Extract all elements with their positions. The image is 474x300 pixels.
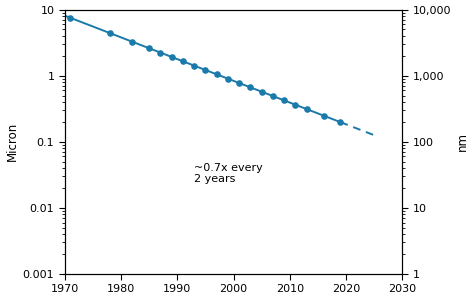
Point [337,120,344,124]
Point [303,107,310,112]
Point [269,94,277,98]
Y-axis label: Micron: Micron [6,122,18,161]
Point [106,31,114,35]
Point [128,39,136,44]
Point [258,89,265,94]
Text: ~0.7x every
2 years: ~0.7x every 2 years [194,163,263,184]
Point [67,15,74,20]
Point [236,81,243,85]
Y-axis label: nm: nm [456,132,468,151]
Point [213,72,220,77]
Point [201,68,209,72]
Point [179,59,187,64]
Point [168,55,175,59]
Point [281,98,288,103]
Point [156,50,164,55]
Point [146,46,153,51]
Point [224,76,232,81]
Point [320,113,328,118]
Point [292,102,299,107]
Point [246,85,254,90]
Point [191,63,198,68]
